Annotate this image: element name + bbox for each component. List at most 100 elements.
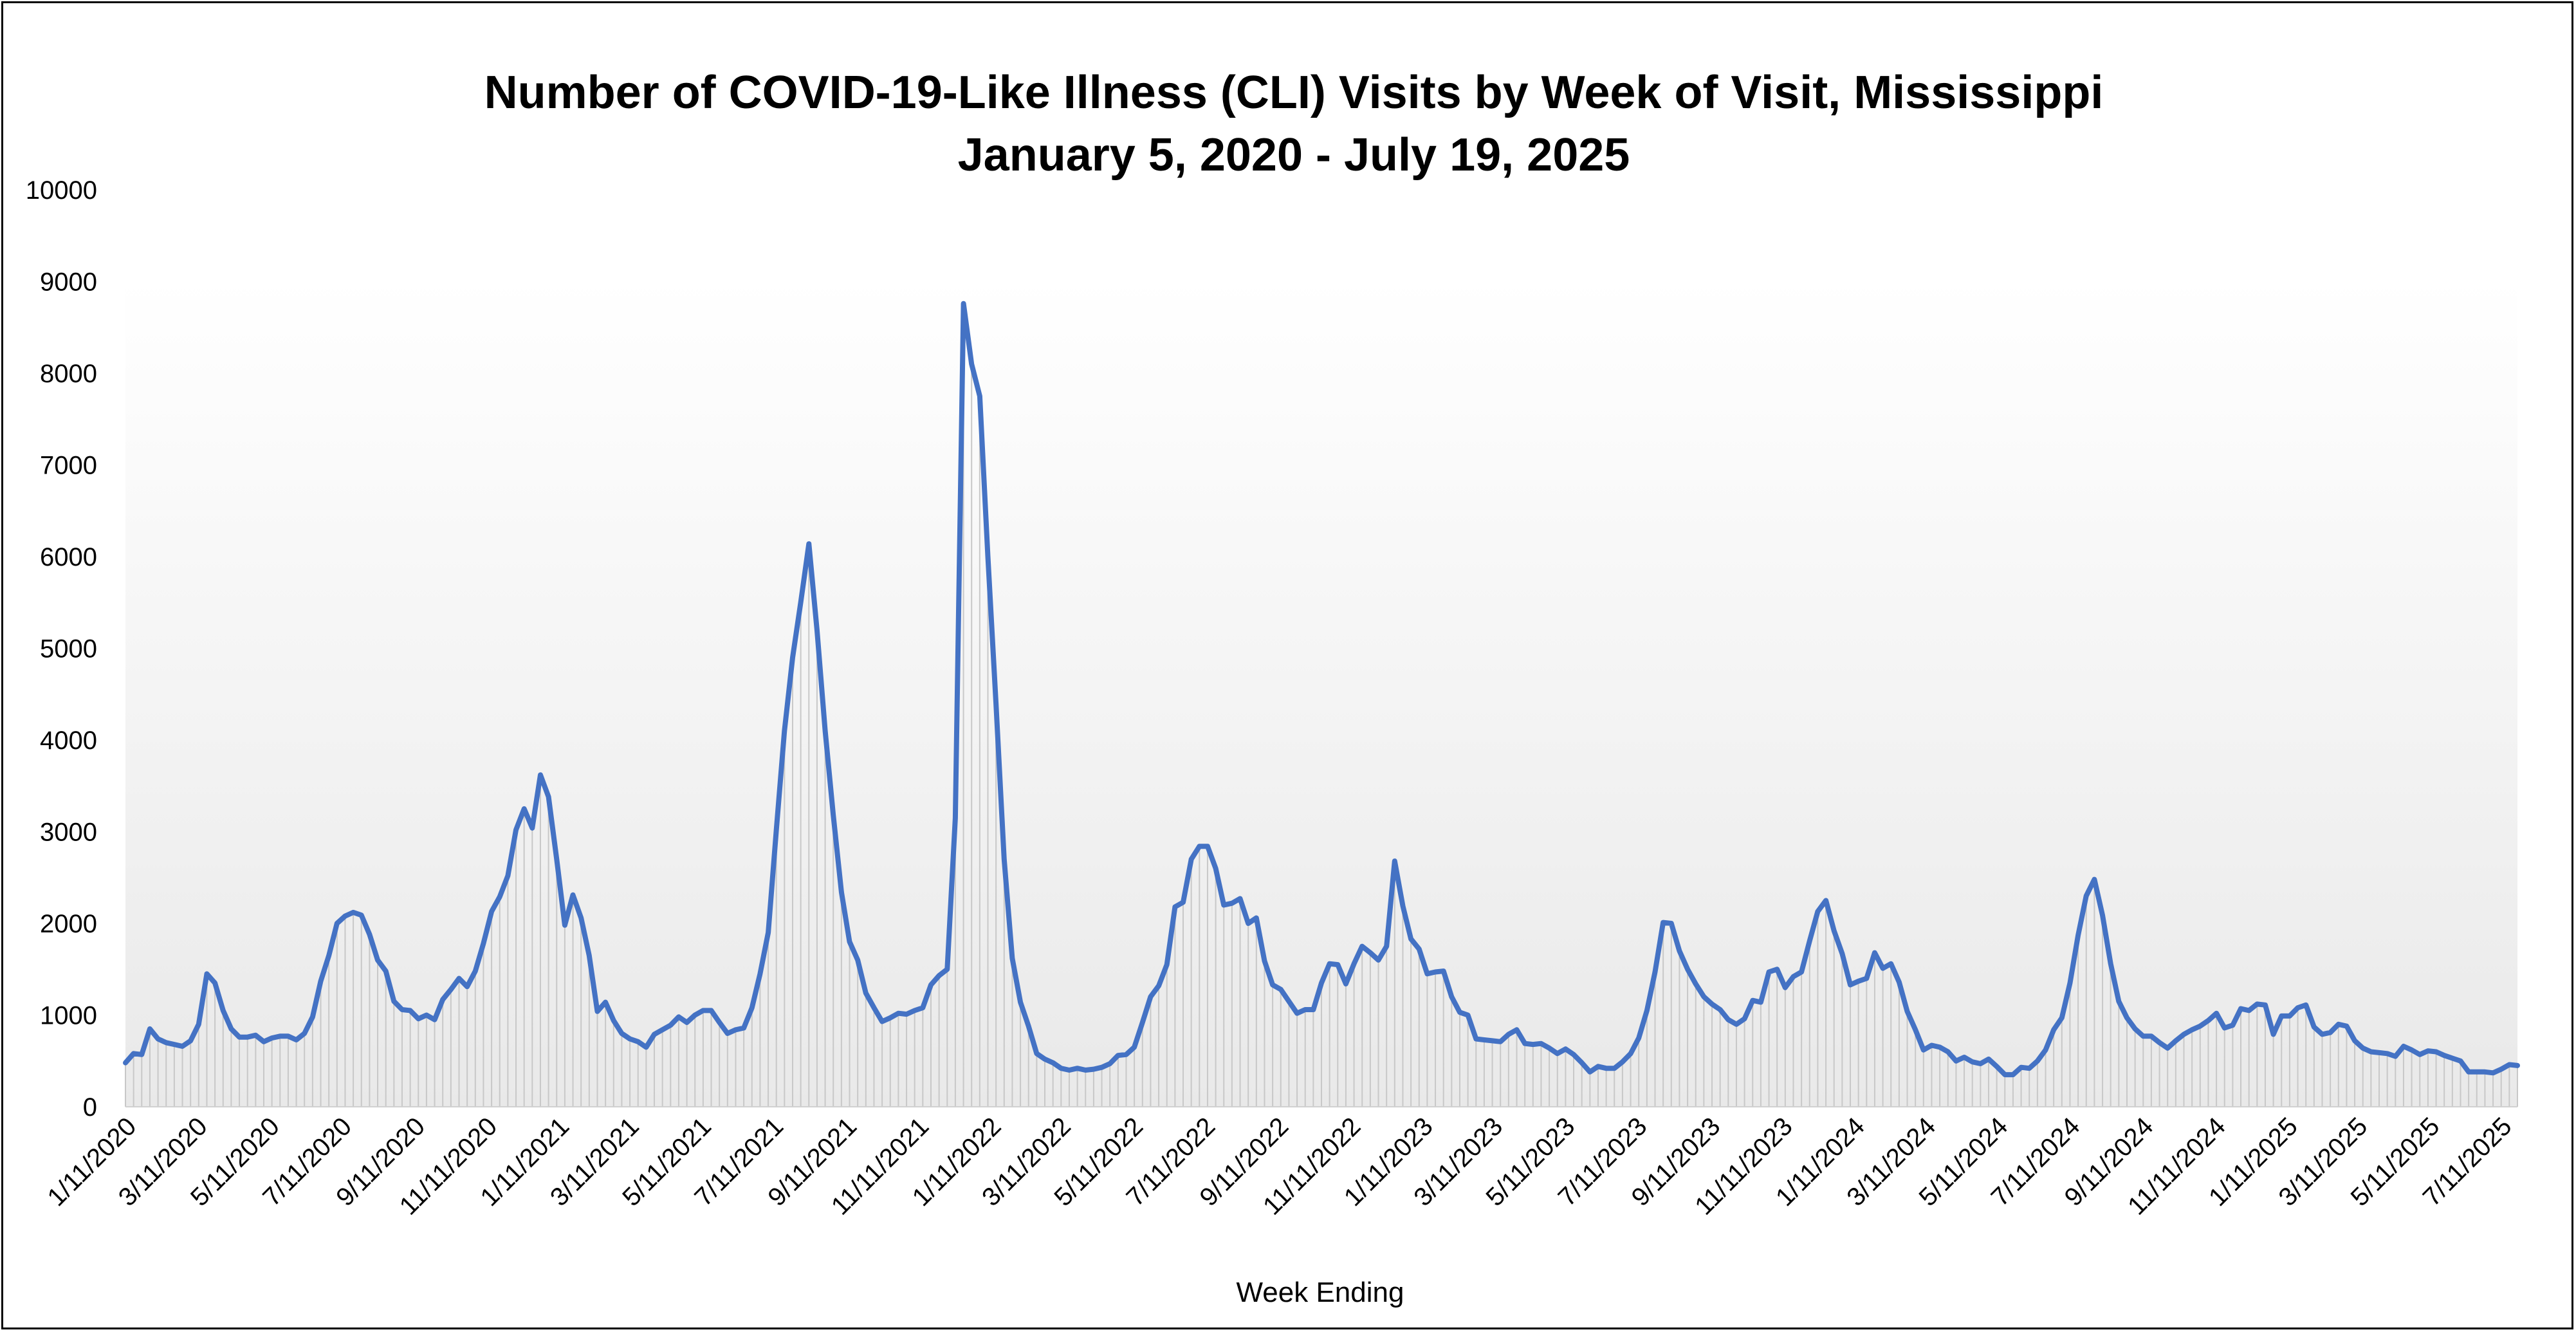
data-point [563,923,567,927]
data-point [1360,945,1364,948]
data-point [481,941,485,945]
data-point [1913,1028,1917,1031]
data-point [1743,1017,1747,1021]
y-tick-label: 0 [83,1093,97,1122]
data-point [1718,1008,1722,1012]
data-point [994,701,998,705]
data-point [367,932,371,936]
data-point [2084,894,2088,898]
data-point [449,988,453,992]
data-point [962,302,966,306]
data-point [1368,951,1372,955]
data-point [1580,1061,1584,1065]
x-axis-ticks: 1/11/20203/11/20205/11/20207/11/20209/11… [42,1112,2517,1220]
data-point [1653,970,1657,974]
data-point [1287,999,1291,1003]
data-point [856,958,860,962]
data-point [1449,995,1453,999]
data-point [506,874,510,878]
data-point [441,997,445,1001]
data-point [205,972,208,976]
data-point [1824,898,1828,902]
data-point [1157,984,1161,988]
data-point [2467,1070,2470,1074]
data-point [1515,1028,1519,1031]
data-point [1206,844,1210,848]
data-point [1987,1057,1991,1061]
data-point [2231,1023,2234,1027]
data-point [1816,909,1819,913]
data-point [2044,1048,2048,1052]
data-point [253,1033,257,1037]
data-point [2182,1032,2186,1036]
y-tick-label: 7000 [40,452,97,480]
data-point [1775,967,1779,971]
data-point [2434,1050,2438,1054]
y-axis-ticks: 0 1000 2000 3000 4000 5000 6000 7000 8000 9000 100… [26,176,97,1122]
data-point [1190,857,1193,861]
data-point [571,893,575,897]
data-point [1238,897,1242,901]
data-point [1141,1021,1145,1024]
data-point [474,969,477,973]
data-point [1922,1048,1926,1052]
data-point [457,977,461,981]
data-point [1572,1053,1576,1057]
data-point [1059,1066,1063,1070]
data-point [1799,970,1803,974]
data-point [620,1031,623,1035]
data-point [1010,956,1014,960]
data-point [2214,1012,2218,1015]
y-tick-label: 5000 [40,635,97,663]
data-point [742,1026,746,1030]
data-point [1857,979,1861,983]
data-point [677,1015,681,1019]
data-point [1629,1051,1633,1055]
data-point [2475,1070,2479,1074]
data-point [929,983,933,986]
data-point [1523,1042,1527,1046]
data-point [2312,1025,2316,1029]
data-point [1677,949,1681,953]
data-point [864,991,868,995]
data-point [1230,902,1234,905]
data-point [2507,1062,2511,1066]
data-point [1702,995,1706,999]
data-point [1694,982,1698,986]
chart: Number of COVID-19-Like Illness (CLI) Vi… [26,67,2520,1308]
data-point [1442,969,1446,973]
data-point [1971,1060,1974,1064]
data-point [1132,1045,1136,1049]
data-point [2068,981,2072,985]
data-point [400,1008,404,1012]
data-point [1995,1064,1999,1068]
data-point [2402,1044,2406,1048]
data-point [1605,1066,1608,1070]
y-tick-label: 10000 [26,176,97,205]
data-point [628,1037,632,1041]
y-tick-label: 4000 [40,726,97,755]
data-point [1889,962,1893,966]
data-point [2166,1046,2169,1050]
data-point [872,1006,876,1010]
data-point [1385,945,1388,948]
data-point [1897,980,1901,984]
data-point [1864,977,1868,981]
data-point [1881,967,1885,970]
data-point [1978,1062,1982,1066]
data-point [693,1013,697,1017]
data-point [2101,913,2104,917]
data-point [1262,959,1266,963]
data-point [2255,1002,2259,1006]
data-point [302,1031,306,1035]
data-point [2458,1059,2462,1063]
data-point [1466,1013,1470,1017]
data-point [1076,1066,1080,1070]
data-point [2483,1070,2487,1074]
data-point [1100,1066,1104,1069]
data-point [2263,1003,2267,1007]
data-point [2272,1032,2276,1036]
data-point [1255,916,1258,920]
data-point [164,1041,168,1044]
data-point [376,958,380,962]
